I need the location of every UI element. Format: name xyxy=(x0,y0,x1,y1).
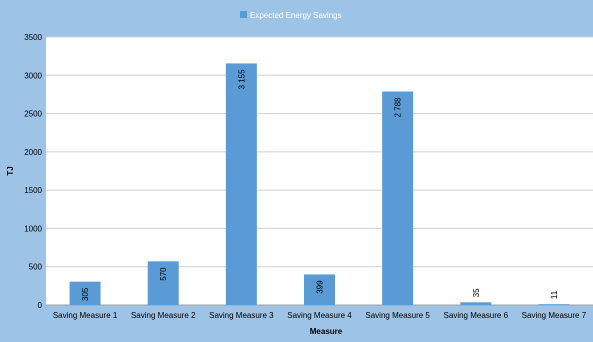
bar xyxy=(304,274,335,305)
plot-area xyxy=(46,37,593,305)
data-labels: 305 570 3 155 399 2 788 35 11 xyxy=(81,69,559,301)
bar xyxy=(225,63,257,305)
y-tick-label: 2500 xyxy=(24,110,42,119)
legend-label: Expected Energy Savings xyxy=(250,11,342,20)
y-tick-label: 1500 xyxy=(24,186,42,195)
x-tick-label: Saving Measure 5 xyxy=(365,311,430,320)
y-tick-label: 3500 xyxy=(24,33,42,42)
x-axis-ticks: Saving Measure 1 Saving Measure 2 Saving M… xyxy=(53,311,587,320)
data-label: 399 xyxy=(316,280,325,294)
data-label: 570 xyxy=(159,267,168,281)
data-label: 2 788 xyxy=(394,97,403,118)
gridlines xyxy=(46,36,593,306)
x-tick-label: Saving Measure 6 xyxy=(444,311,509,320)
y-tick-label: 3000 xyxy=(24,71,42,80)
y-tick-label: 500 xyxy=(29,263,43,272)
y-tick-label: 0 xyxy=(38,301,43,310)
bar xyxy=(538,304,570,305)
data-label: 11 xyxy=(550,290,559,299)
data-label: 305 xyxy=(81,287,90,301)
x-tick-label: Saving Measure 3 xyxy=(209,311,274,320)
x-tick-label: Saving Measure 7 xyxy=(522,311,587,320)
bars xyxy=(69,63,570,305)
x-tick-label: Saving Measure 4 xyxy=(287,311,352,320)
y-axis-title: TJ xyxy=(6,166,15,175)
bar xyxy=(460,302,492,305)
legend-swatch xyxy=(240,11,247,18)
y-axis-ticks: 0 500 1000 1500 2000 2500 3000 3500 xyxy=(24,33,42,310)
bar xyxy=(69,281,101,305)
data-label: 35 xyxy=(472,288,481,297)
x-axis-title: Measure xyxy=(310,327,343,336)
data-label: 3 155 xyxy=(237,69,246,90)
bar xyxy=(147,261,179,305)
x-tick-label: Saving Measure 1 xyxy=(53,311,118,320)
y-tick-label: 2000 xyxy=(24,148,42,157)
bar xyxy=(382,91,414,305)
y-tick-label: 1000 xyxy=(24,224,42,233)
legend: Expected Energy Savings xyxy=(240,11,342,20)
x-tick-label: Saving Measure 2 xyxy=(131,311,196,320)
